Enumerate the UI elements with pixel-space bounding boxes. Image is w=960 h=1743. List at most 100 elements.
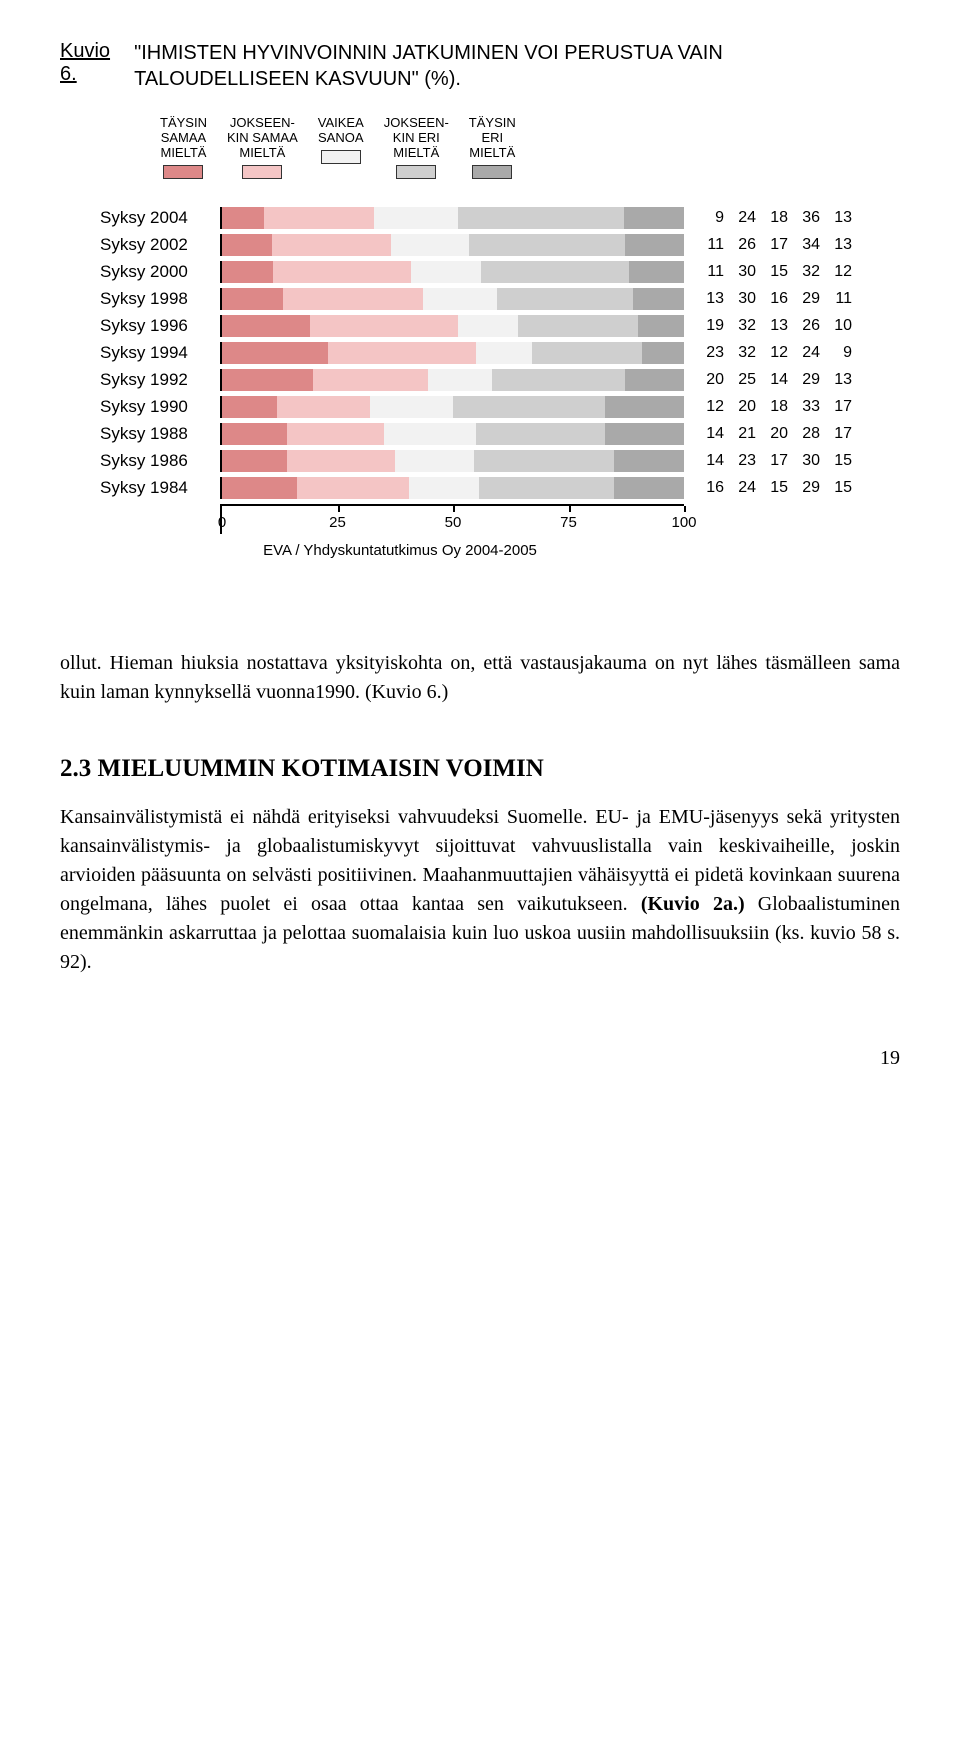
value: 26 xyxy=(732,236,756,254)
value: 10 xyxy=(828,317,852,335)
row-values: 233212249 xyxy=(684,344,860,362)
bar xyxy=(220,315,684,337)
value: 34 xyxy=(796,236,820,254)
bar-segment xyxy=(453,396,605,418)
value: 29 xyxy=(796,479,820,497)
bar-segment xyxy=(469,234,625,256)
bar-segment xyxy=(222,234,272,256)
value: 14 xyxy=(764,371,788,389)
paragraph-1-text: ollut. Hieman hiuksia nostattava yksityi… xyxy=(60,652,900,703)
bar-segment xyxy=(222,369,313,391)
value: 24 xyxy=(732,209,756,227)
chart-row: Syksy 19981330162911 xyxy=(100,288,860,310)
row-label: Syksy 1988 xyxy=(100,424,220,444)
value: 16 xyxy=(764,290,788,308)
row-values: 1423173015 xyxy=(684,452,860,470)
chart-row: Syksy 1994233212249 xyxy=(100,342,860,364)
value: 20 xyxy=(732,398,756,416)
stacked-bar-chart: Syksy 2004924183613Syksy 20021126173413S… xyxy=(100,207,860,534)
bar-segment xyxy=(629,261,684,283)
value: 12 xyxy=(764,344,788,362)
value: 28 xyxy=(796,425,820,443)
chart-row: Syksy 20001130153212 xyxy=(100,261,860,283)
value: 36 xyxy=(796,209,820,227)
legend-text: MIELTÄ xyxy=(469,146,515,161)
bar-segment xyxy=(605,423,684,445)
bar-segment xyxy=(428,369,492,391)
legend: TÄYSINSAMAAMIELTÄJOKSEEN-KIN SAMAAMIELTÄ… xyxy=(160,116,900,179)
value: 20 xyxy=(700,371,724,389)
axis-tick-label: 50 xyxy=(445,514,462,531)
axis-tick-label: 25 xyxy=(329,514,346,531)
page-number: 19 xyxy=(60,1047,900,1070)
row-label: Syksy 1984 xyxy=(100,478,220,498)
value: 17 xyxy=(764,236,788,254)
value: 15 xyxy=(764,479,788,497)
section-heading: 2.3 MIELUUMMIN KOTIMAISIN VOIMIN xyxy=(60,755,900,783)
bar-segment xyxy=(605,396,684,418)
bar-segment xyxy=(272,234,391,256)
value: 15 xyxy=(764,263,788,281)
value: 29 xyxy=(796,371,820,389)
value: 24 xyxy=(732,479,756,497)
chart-row: Syksy 19961932132610 xyxy=(100,315,860,337)
value: 23 xyxy=(700,344,724,362)
row-label: Syksy 1992 xyxy=(100,370,220,390)
value: 13 xyxy=(828,371,852,389)
bar-segment xyxy=(310,315,458,337)
value: 23 xyxy=(732,452,756,470)
bar-segment xyxy=(625,234,684,256)
bar-segment xyxy=(374,207,457,229)
legend-text: TÄYSIN xyxy=(469,116,516,131)
value: 30 xyxy=(732,263,756,281)
legend-swatch xyxy=(396,165,436,179)
value: 15 xyxy=(828,479,852,497)
bar-segment xyxy=(458,207,624,229)
value: 12 xyxy=(828,263,852,281)
value: 13 xyxy=(700,290,724,308)
axis-tick-label: 0 xyxy=(218,514,226,531)
bar xyxy=(220,396,684,418)
legend-text: KIN SAMAA xyxy=(227,131,298,146)
axis-tick-label: 75 xyxy=(560,514,577,531)
row-values: 1126173413 xyxy=(684,236,860,254)
value: 9 xyxy=(700,209,724,227)
bar-segment xyxy=(222,261,273,283)
bar-segment xyxy=(222,342,328,364)
chart-row: Syksy 19861423173015 xyxy=(100,450,860,472)
bar-segment xyxy=(532,342,643,364)
bar xyxy=(220,342,684,364)
body-paragraph-2: Kansainvälistymistä ei nähdä erityiseksi… xyxy=(60,803,900,977)
bar-segment xyxy=(283,288,423,310)
value: 17 xyxy=(828,425,852,443)
value: 20 xyxy=(764,425,788,443)
value: 30 xyxy=(796,452,820,470)
value: 14 xyxy=(700,425,724,443)
value: 18 xyxy=(764,209,788,227)
value: 14 xyxy=(700,452,724,470)
bar-segment xyxy=(479,477,614,499)
row-values: 1220183317 xyxy=(684,398,860,416)
legend-item: JOKSEEN-KIN ERIMIELTÄ xyxy=(384,116,449,179)
bar-segment xyxy=(625,369,684,391)
bar-segment xyxy=(476,342,531,364)
chart-source: EVA / Yhdyskuntatutkimus Oy 2004-2005 xyxy=(100,542,700,559)
bar-segment xyxy=(264,207,375,229)
p2-bold: (Kuvio 2a.) xyxy=(641,893,745,915)
chart-row: Syksy 1990 1220183317 xyxy=(100,396,860,418)
legend-text: SANOA xyxy=(318,131,364,146)
row-label: Syksy 2000 xyxy=(100,262,220,282)
bar-segment xyxy=(497,288,632,310)
row-values: 1330162911 xyxy=(684,290,860,308)
chart-row: Syksy 2004924183613 xyxy=(100,207,860,229)
value: 19 xyxy=(700,317,724,335)
legend-text: SAMAA xyxy=(161,131,207,146)
value: 26 xyxy=(796,317,820,335)
bar-segment xyxy=(409,477,479,499)
value: 13 xyxy=(828,209,852,227)
row-label: Syksy 1990 xyxy=(100,397,220,417)
legend-text: JOKSEEN- xyxy=(230,116,295,131)
legend-swatch xyxy=(472,165,512,179)
axis: 0255075100 xyxy=(100,504,860,534)
legend-text: TÄYSIN xyxy=(160,116,207,131)
